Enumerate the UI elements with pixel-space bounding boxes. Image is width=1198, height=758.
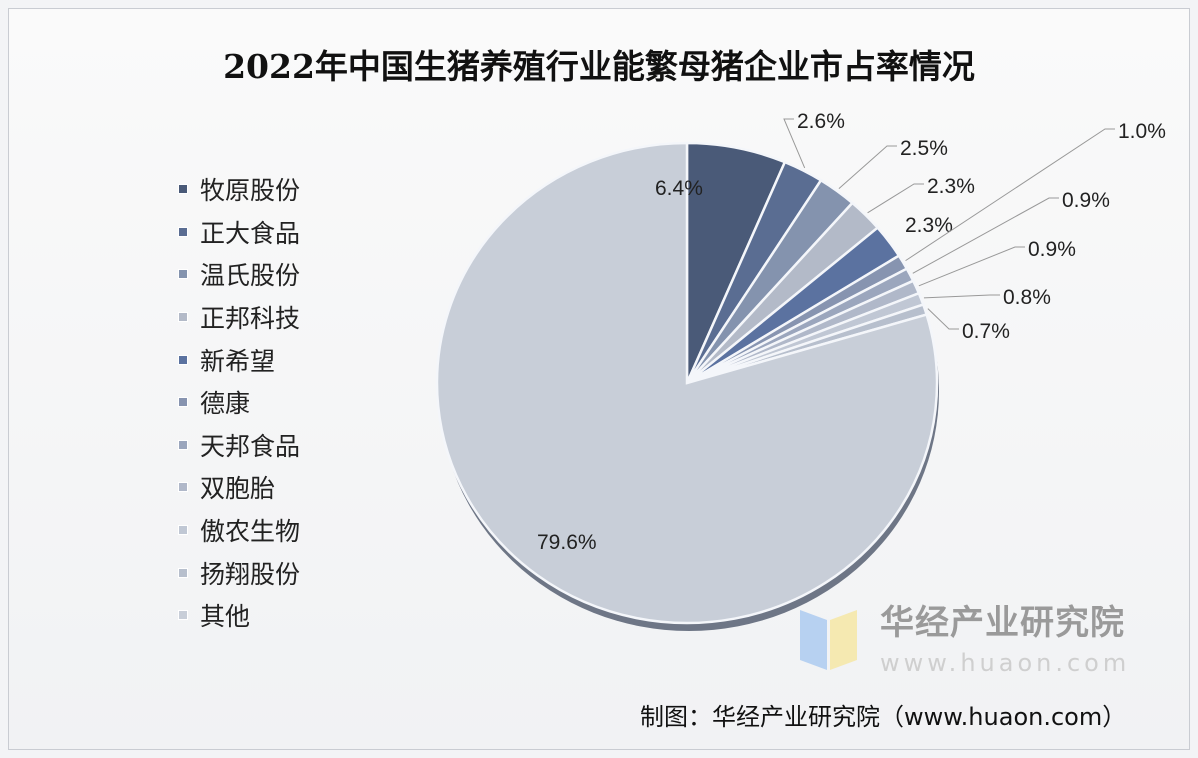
legend-swatch bbox=[178, 269, 188, 280]
legend-swatch bbox=[178, 397, 188, 408]
data-label: 6.4% bbox=[655, 177, 703, 200]
watermark-logo bbox=[800, 610, 857, 670]
leader-line bbox=[927, 308, 959, 330]
data-label: 0.9% bbox=[1028, 238, 1076, 261]
legend-label: 牧原股份 bbox=[200, 176, 301, 206]
legend-swatch bbox=[178, 354, 188, 365]
legend-label: 正大食品 bbox=[200, 218, 301, 248]
leader-line bbox=[783, 118, 806, 169]
legend-item: 新希望 bbox=[178, 338, 300, 381]
chart-title: 2022年中国生猪养殖行业能繁母猪企业市占率情况 bbox=[223, 47, 975, 86]
legend-label: 德康 bbox=[200, 389, 251, 419]
leader-line bbox=[867, 183, 924, 214]
legend-item: 扬翔股份 bbox=[178, 551, 300, 594]
data-label: 0.9% bbox=[1062, 189, 1110, 212]
source-credit: 制图：华经产业研究院（www.huaon.com） bbox=[640, 703, 1127, 731]
data-label: 2.3% bbox=[927, 175, 975, 198]
leader-line bbox=[923, 294, 1000, 299]
data-label: 0.8% bbox=[1003, 286, 1051, 309]
legend-item: 正邦科技 bbox=[178, 296, 300, 339]
legend: 牧原股份正大食品温氏股份正邦科技新希望德康天邦食品双胞胎傲农生物扬翔股份其他 bbox=[178, 168, 300, 637]
pie-slice bbox=[435, 141, 939, 625]
leader-line bbox=[905, 128, 1115, 262]
legend-swatch bbox=[178, 184, 188, 195]
legend-item: 德康 bbox=[178, 381, 300, 424]
leader-line bbox=[912, 197, 1059, 274]
leader-line bbox=[838, 145, 897, 190]
legend-item: 正大食品 bbox=[178, 211, 300, 254]
legend-swatch bbox=[178, 312, 188, 323]
legend-item: 天邦食品 bbox=[178, 424, 300, 467]
legend-swatch bbox=[178, 482, 188, 493]
legend-label: 温氏股份 bbox=[200, 261, 301, 291]
data-label: 2.3% bbox=[905, 214, 953, 237]
legend-label: 天邦食品 bbox=[200, 431, 301, 461]
legend-label: 傲农生物 bbox=[200, 517, 301, 547]
watermark-text: 华经产业研究院 bbox=[880, 603, 1125, 643]
legend-label: 双胞胎 bbox=[200, 474, 276, 504]
legend-item: 双胞胎 bbox=[178, 466, 300, 509]
leader-line bbox=[918, 246, 1025, 287]
data-label: 2.6% bbox=[797, 110, 845, 133]
legend-swatch bbox=[178, 610, 188, 621]
legend-item: 温氏股份 bbox=[178, 253, 300, 296]
data-label: 1.0% bbox=[1118, 120, 1166, 143]
legend-swatch bbox=[178, 226, 188, 237]
legend-swatch bbox=[178, 567, 188, 578]
watermark-url: www.huaon.com bbox=[880, 649, 1131, 677]
legend-label: 新希望 bbox=[200, 346, 276, 376]
data-label: 2.5% bbox=[900, 137, 948, 160]
legend-swatch bbox=[178, 439, 188, 450]
data-label: 79.6% bbox=[537, 531, 597, 554]
legend-label: 扬翔股份 bbox=[200, 559, 301, 589]
legend-item: 傲农生物 bbox=[178, 509, 300, 552]
legend-label: 正邦科技 bbox=[200, 304, 301, 334]
legend-item: 牧原股份 bbox=[178, 168, 300, 211]
legend-swatch bbox=[178, 525, 188, 536]
legend-label: 其他 bbox=[200, 602, 251, 632]
legend-item: 其他 bbox=[178, 594, 300, 637]
data-label: 0.7% bbox=[962, 320, 1010, 343]
